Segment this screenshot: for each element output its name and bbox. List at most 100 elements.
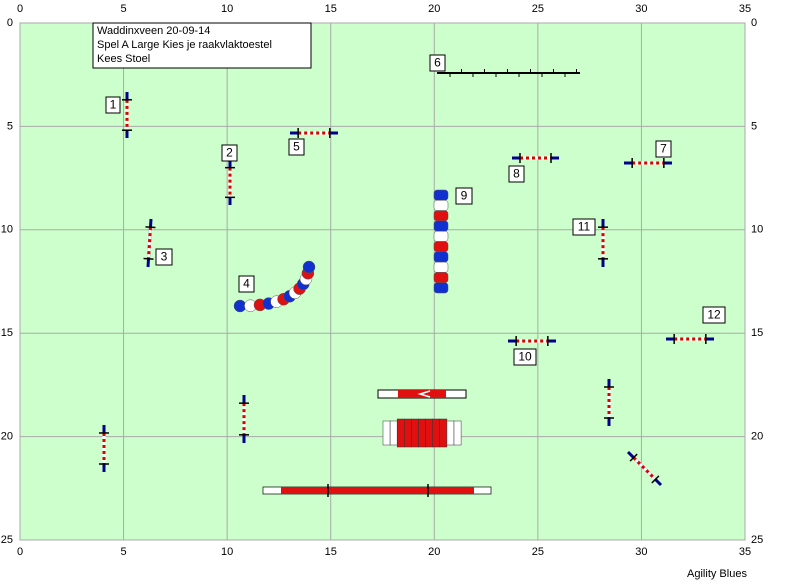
jump [598,219,608,267]
number-box [105,96,121,114]
course-number: 12 [707,308,721,322]
jump [508,336,556,346]
y-tick-label-right: 5 [751,120,757,132]
course-number: 7 [660,142,667,156]
course-number: 5 [293,140,300,154]
number-box [655,140,672,158]
x-tick-label-top: 5 [121,3,127,15]
tunnel-segment [433,189,449,201]
jump-pole [651,475,660,484]
tunnel-cloth [404,418,412,448]
jump-pole [143,257,154,260]
x-tick-label-bottom: 25 [532,546,544,558]
x-tick-label-top: 35 [739,3,751,15]
course-number: 1 [110,98,117,112]
tunnel-cloth [453,420,462,446]
tunnel-segment [433,220,449,232]
tunnel-cloth [382,420,391,446]
title-line: Waddinxveen 20-09-14 [97,25,210,37]
number-box [702,306,726,324]
field [19,22,746,541]
tunnel-segment [433,272,449,283]
y-tick-label-left: 15 [1,327,13,339]
number-box [429,54,446,72]
course-number: 2 [226,146,233,160]
y-tick-label-right: 20 [751,431,763,443]
number-box [238,275,255,293]
course-number: 8 [513,167,520,181]
x-tick-label-bottom: 0 [17,546,23,558]
course-number: 9 [461,189,468,203]
y-tick-label-left: 10 [1,224,13,236]
jump-bar [632,456,657,481]
y-tick-label-right: 15 [751,327,763,339]
x-tick-label-top: 0 [17,3,23,15]
course-number: 3 [161,250,168,264]
jump [143,218,156,268]
tunnel-segment [433,200,449,211]
number-box [455,187,473,205]
tunnel-segment [433,241,449,253]
tunnel-cloth [446,420,455,446]
number-box [508,165,525,183]
tunnel-segment [302,260,316,274]
y-tick-label-right: 0 [751,17,757,29]
title-box: Waddinxveen 20-09-14 Spel A Large Kies j… [92,22,312,69]
jump-pole [145,226,156,229]
course-number: 11 [578,220,591,234]
number-box [572,218,596,236]
footer: Agility Blues [687,568,747,580]
y-tick-label-left: 5 [7,120,13,132]
x-tick-label-bottom: 5 [121,546,127,558]
tunnel-cloth [425,418,433,448]
number-box [221,144,238,162]
obstacles [99,69,714,497]
tunnel-segment [433,251,449,263]
dogwalk-fill [281,487,474,494]
tunnel-segment [433,210,449,222]
jump [626,450,663,487]
course-number: 10 [518,350,532,364]
y-tick-label-right: 10 [751,224,763,236]
x-tick-label-top: 15 [325,3,337,15]
jump-pole [629,453,638,462]
jump [512,153,559,163]
x-tick-label-bottom: 35 [739,546,751,558]
tunnel-segment [433,230,449,242]
tunnel-segment [433,282,449,294]
jump-bar [147,227,152,259]
tunnel-cloth [411,418,419,448]
jump [666,334,714,344]
x-tick-label-bottom: 10 [221,546,233,558]
title-line: Kees Stoel [97,53,150,65]
x-tick-label-bottom: 30 [635,546,647,558]
tunnel-cloth [396,418,405,448]
jump [290,128,338,138]
tunnel-cloth [432,418,441,448]
y-tick-label-left: 0 [7,17,13,29]
number-box [288,138,305,156]
course-number: 4 [243,277,250,291]
course-number: 6 [434,56,441,70]
number-box [513,348,537,366]
x-tick-label-top: 20 [428,3,440,15]
x-tick-label-bottom: 15 [325,546,337,558]
tunnel-cloth [389,420,398,446]
jump [225,160,235,205]
jump [122,92,132,138]
jump [239,395,249,443]
chute-arrow [417,390,431,398]
x-tick-label-bottom: 20 [428,546,440,558]
y-tick-label-right: 25 [751,534,763,546]
tunnel-segment [433,261,449,273]
number-box [155,248,173,266]
jump [624,158,672,168]
x-tick-label-top: 30 [635,3,647,15]
jump [99,425,109,472]
y-tick-label-left: 25 [1,534,13,546]
jump [604,379,614,426]
title-line: Spel A Large Kies je raakvlaktoestel [97,39,272,51]
x-tick-label-top: 25 [532,3,544,15]
